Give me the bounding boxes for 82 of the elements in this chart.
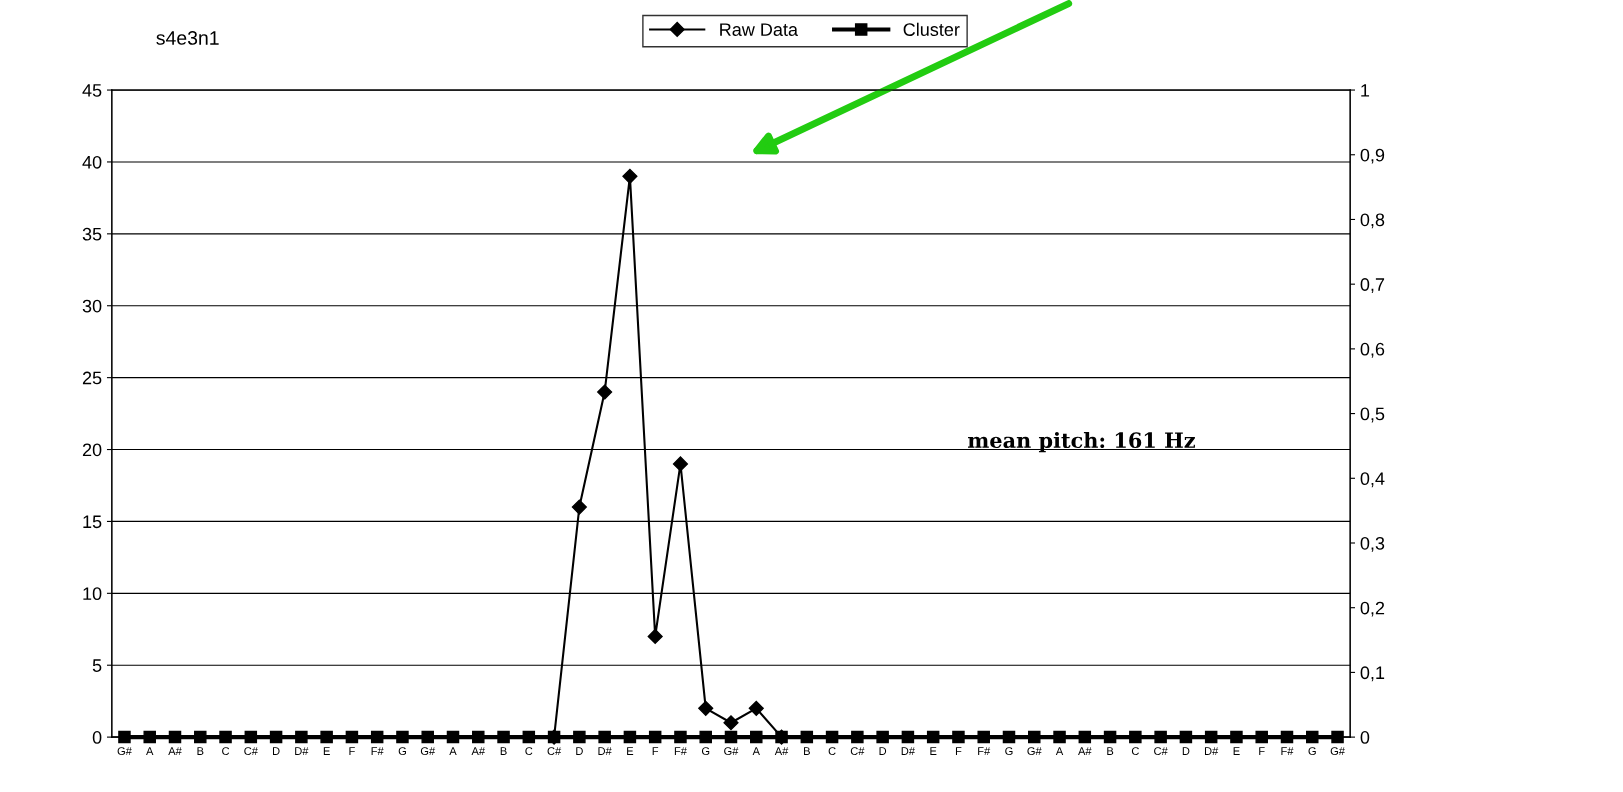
y-tick-label: 40 [82,155,102,169]
y2-tick-label: 0,6 [1360,342,1385,358]
x-tick-label: G [1308,747,1316,755]
x-tick-label: F [652,747,659,755]
x-tick-label: A# [1078,747,1092,755]
y2-tick-label: 0,5 [1360,407,1385,423]
x-tick-label: F [349,747,355,755]
x-tick-label: C# [547,747,562,755]
x-tick-label: D# [598,747,612,755]
x-tick-label: D [576,747,583,755]
y2-tick-label: 1 [1361,84,1370,97]
y2-tick-label: 0,3 [1360,536,1385,552]
legend-label: Cluster [903,22,960,36]
y-tick-label: 30 [82,299,102,313]
x-tick-label: D [272,747,280,755]
x-tick-label: F# [978,747,991,755]
x-tick-label: F [955,747,962,755]
y2-tick-label: 0,7 [1360,278,1385,294]
x-tick-label: C# [850,747,865,755]
y2-tick-label: 0 [1360,731,1370,744]
x-tick-label: A# [774,747,789,755]
y-tick-label: 35 [82,227,102,241]
x-tick-label: D# [1204,747,1219,755]
point [672,456,689,472]
legend-label: Raw Data [720,23,798,36]
x-tick-label: B [1107,747,1114,755]
point [698,700,714,716]
x-tick-label: B [804,747,810,755]
x-tick-label: D [1182,747,1190,755]
x-tick-label: E [323,747,330,755]
y2-tick-label: 0,9 [1360,148,1385,164]
x-tick-label: B [197,747,204,755]
x-tick-label: A [752,747,760,755]
point [597,384,613,400]
y-tick-label: 0 [92,731,102,744]
x-tick-label: A [449,747,457,755]
annotation: mean pitch: 161 Hz [968,431,1195,453]
x-tick-label: E [627,747,634,755]
x-tick-label: A [1055,747,1064,755]
x-tick-label: A# [168,747,182,755]
x-tick-label: G [1005,747,1013,755]
x-tick-label: D# [901,747,915,755]
x-tick-label: A# [471,747,486,755]
y-tick-label: 25 [82,371,102,385]
y2-tick-label: 0,8 [1360,213,1385,229]
x-tick-label: G [398,747,406,755]
y-tick-label: 20 [82,443,102,457]
x-tick-label: F [1259,747,1265,755]
y2-tick-label: 0,1 [1360,666,1385,682]
x-tick-label: G# [1027,747,1042,755]
x-tick-label: G# [724,747,739,755]
x-tick-label: C# [1154,747,1168,755]
x-tick-label: D [879,747,887,755]
y-tick-label: 10 [83,587,102,601]
y-tick-label: 5 [92,659,102,672]
x-tick-label: B [500,747,507,755]
x-tick-label: C [1131,747,1139,755]
y2-tick-label: 0,4 [1360,472,1385,488]
x-tick-label: F# [674,747,687,755]
point [571,499,587,515]
chart-title: s4e3n1 [156,31,219,45]
x-tick-label: D# [295,747,309,755]
point [723,715,739,731]
x-tick-label: C# [244,747,258,755]
x-tick-label: F# [1281,747,1294,755]
x-tick-label: G# [1330,747,1345,755]
y2-tick-label: 0,2 [1360,601,1385,617]
x-tick-label: G# [420,747,436,755]
y-tick-label: 45 [82,84,102,97]
x-tick-label: G [701,747,710,755]
x-tick-label: C [525,747,533,755]
x-tick-label: E [930,747,937,755]
x-tick-label: C [828,747,836,755]
x-tick-label: G# [117,747,132,755]
x-tick-label: F# [371,747,384,755]
point [622,168,638,184]
point [748,700,764,716]
x-tick-label: A [146,747,154,755]
y-tick-label: 15 [83,515,102,529]
x-tick-label: E [1233,747,1240,755]
point [647,628,663,645]
x-tick-label: C [222,747,230,755]
